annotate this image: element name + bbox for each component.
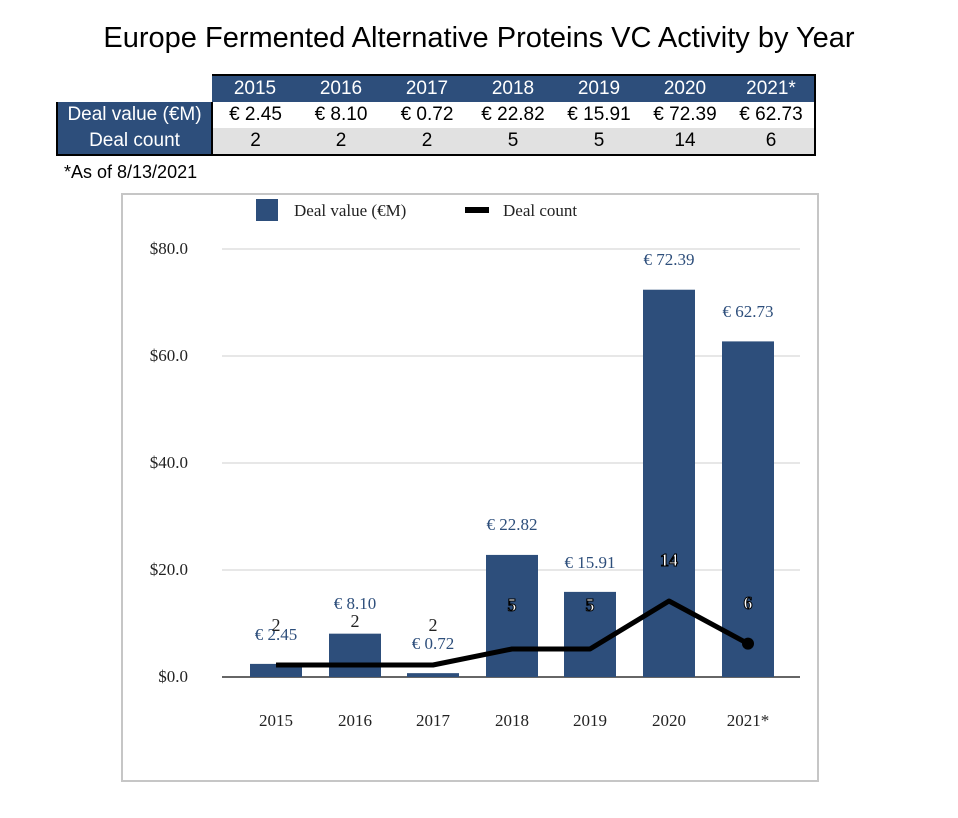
- x-tick-label: 2020: [652, 711, 686, 730]
- table-cell-count: 6: [728, 128, 816, 156]
- deal-count-point: [742, 637, 754, 650]
- bar: [486, 554, 538, 677]
- table-year-header: 2016: [298, 74, 384, 102]
- deal-count-label: 5: [508, 595, 517, 615]
- x-tick-label: 2021*: [727, 711, 770, 730]
- bar: [722, 341, 774, 677]
- table-cell-value: € 22.82: [470, 102, 556, 128]
- table-cell-value: € 62.73: [728, 102, 816, 128]
- row-label-deal-count: Deal count: [56, 128, 213, 156]
- y-tick-label: $80.0: [150, 239, 188, 258]
- deal-count-label: 2: [351, 611, 360, 631]
- x-tick-label: 2019: [573, 711, 607, 730]
- bar-value-label: € 8.10: [334, 594, 377, 613]
- bar-value-label: € 72.39: [644, 250, 695, 269]
- bar-value-label: € 22.82: [487, 515, 538, 534]
- legend-label-deal-count: Deal count: [503, 201, 577, 220]
- table-cell-count: 5: [556, 128, 642, 156]
- x-tick-label: 2018: [495, 711, 529, 730]
- table-year-header: 2017: [384, 74, 470, 102]
- x-tick-label: 2017: [416, 711, 451, 730]
- table-year-header: 2015: [212, 74, 298, 102]
- bar-value-label: € 62.73: [723, 302, 774, 321]
- table-header-row: 2015 2016 2017 2018 2019 2020 2021*: [57, 74, 816, 102]
- x-tick-label: 2016: [338, 711, 372, 730]
- table-year-header: 2020: [642, 74, 728, 102]
- table-cell-value: € 0.72: [384, 102, 470, 128]
- deal-count-label: 14: [660, 550, 678, 570]
- y-tick-label: $40.0: [150, 453, 188, 472]
- table-cell-value: € 8.10: [298, 102, 384, 128]
- table-cell-value: € 15.91: [556, 102, 642, 128]
- page-title: Europe Fermented Alternative Proteins VC…: [103, 22, 855, 54]
- legend-label-deal-value: Deal value (€M): [294, 201, 406, 220]
- deal-count-label: 6: [744, 593, 753, 613]
- table-year-header: 2021*: [728, 74, 816, 102]
- deal-count-label: 2: [272, 615, 281, 635]
- bar-value-label: € 15.91: [565, 553, 616, 572]
- table-row-deal-value: Deal value (€M) € 2.45 € 8.10 € 0.72 € 2…: [56, 102, 816, 128]
- row-label-deal-value: Deal value (€M): [56, 102, 213, 128]
- table-cell-value: € 2.45: [212, 102, 298, 128]
- footnote: *As of 8/13/2021: [64, 162, 198, 182]
- bar-value-label: € 0.72: [412, 634, 455, 653]
- table-cell-count: 2: [384, 128, 470, 156]
- table-cell-count: 5: [470, 128, 556, 156]
- y-tick-label: $60.0: [150, 346, 188, 365]
- table-cell-value: € 72.39: [642, 102, 728, 128]
- table-year-header: 2018: [470, 74, 556, 102]
- chart-frame: [121, 193, 819, 782]
- table-year-header: 2019: [556, 74, 642, 102]
- table-cell-count: 14: [642, 128, 728, 156]
- table-cell-count: 2: [212, 128, 298, 156]
- x-tick-label: 2015: [259, 711, 293, 730]
- bar: [329, 633, 381, 677]
- table-cell-count: 2: [298, 128, 384, 156]
- table-row-deal-count: Deal count 2 2 2 5 5 14 6: [56, 128, 816, 156]
- deal-count-label: 2: [429, 615, 438, 635]
- y-tick-label: $0.0: [158, 667, 188, 686]
- summary-table: 2015 2016 2017 2018 2019 2020 2021* Deal…: [56, 74, 816, 156]
- legend-swatch-deal-value: [256, 199, 278, 221]
- y-tick-label: $20.0: [150, 560, 188, 579]
- deal-count-label: 5: [586, 595, 595, 615]
- bar-value-label: € 2.45: [255, 625, 298, 644]
- bar: [407, 673, 459, 677]
- bar: [643, 289, 695, 677]
- deal-count-line: [276, 598, 750, 668]
- bar: [564, 591, 616, 677]
